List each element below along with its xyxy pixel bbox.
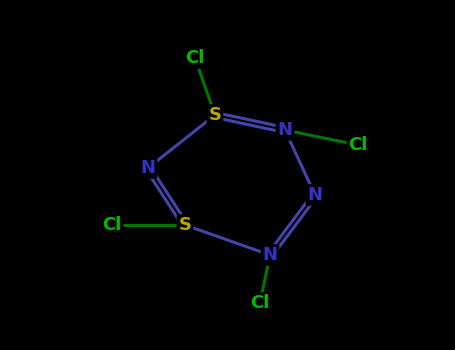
Text: N: N <box>141 159 156 177</box>
Text: Cl: Cl <box>185 49 205 67</box>
Text: S: S <box>178 216 192 234</box>
Text: Cl: Cl <box>250 294 270 312</box>
Text: N: N <box>263 246 278 264</box>
Text: S: S <box>208 106 222 124</box>
Text: N: N <box>278 121 293 139</box>
Text: N: N <box>308 186 323 204</box>
Text: Cl: Cl <box>102 216 121 234</box>
Text: Cl: Cl <box>349 136 368 154</box>
